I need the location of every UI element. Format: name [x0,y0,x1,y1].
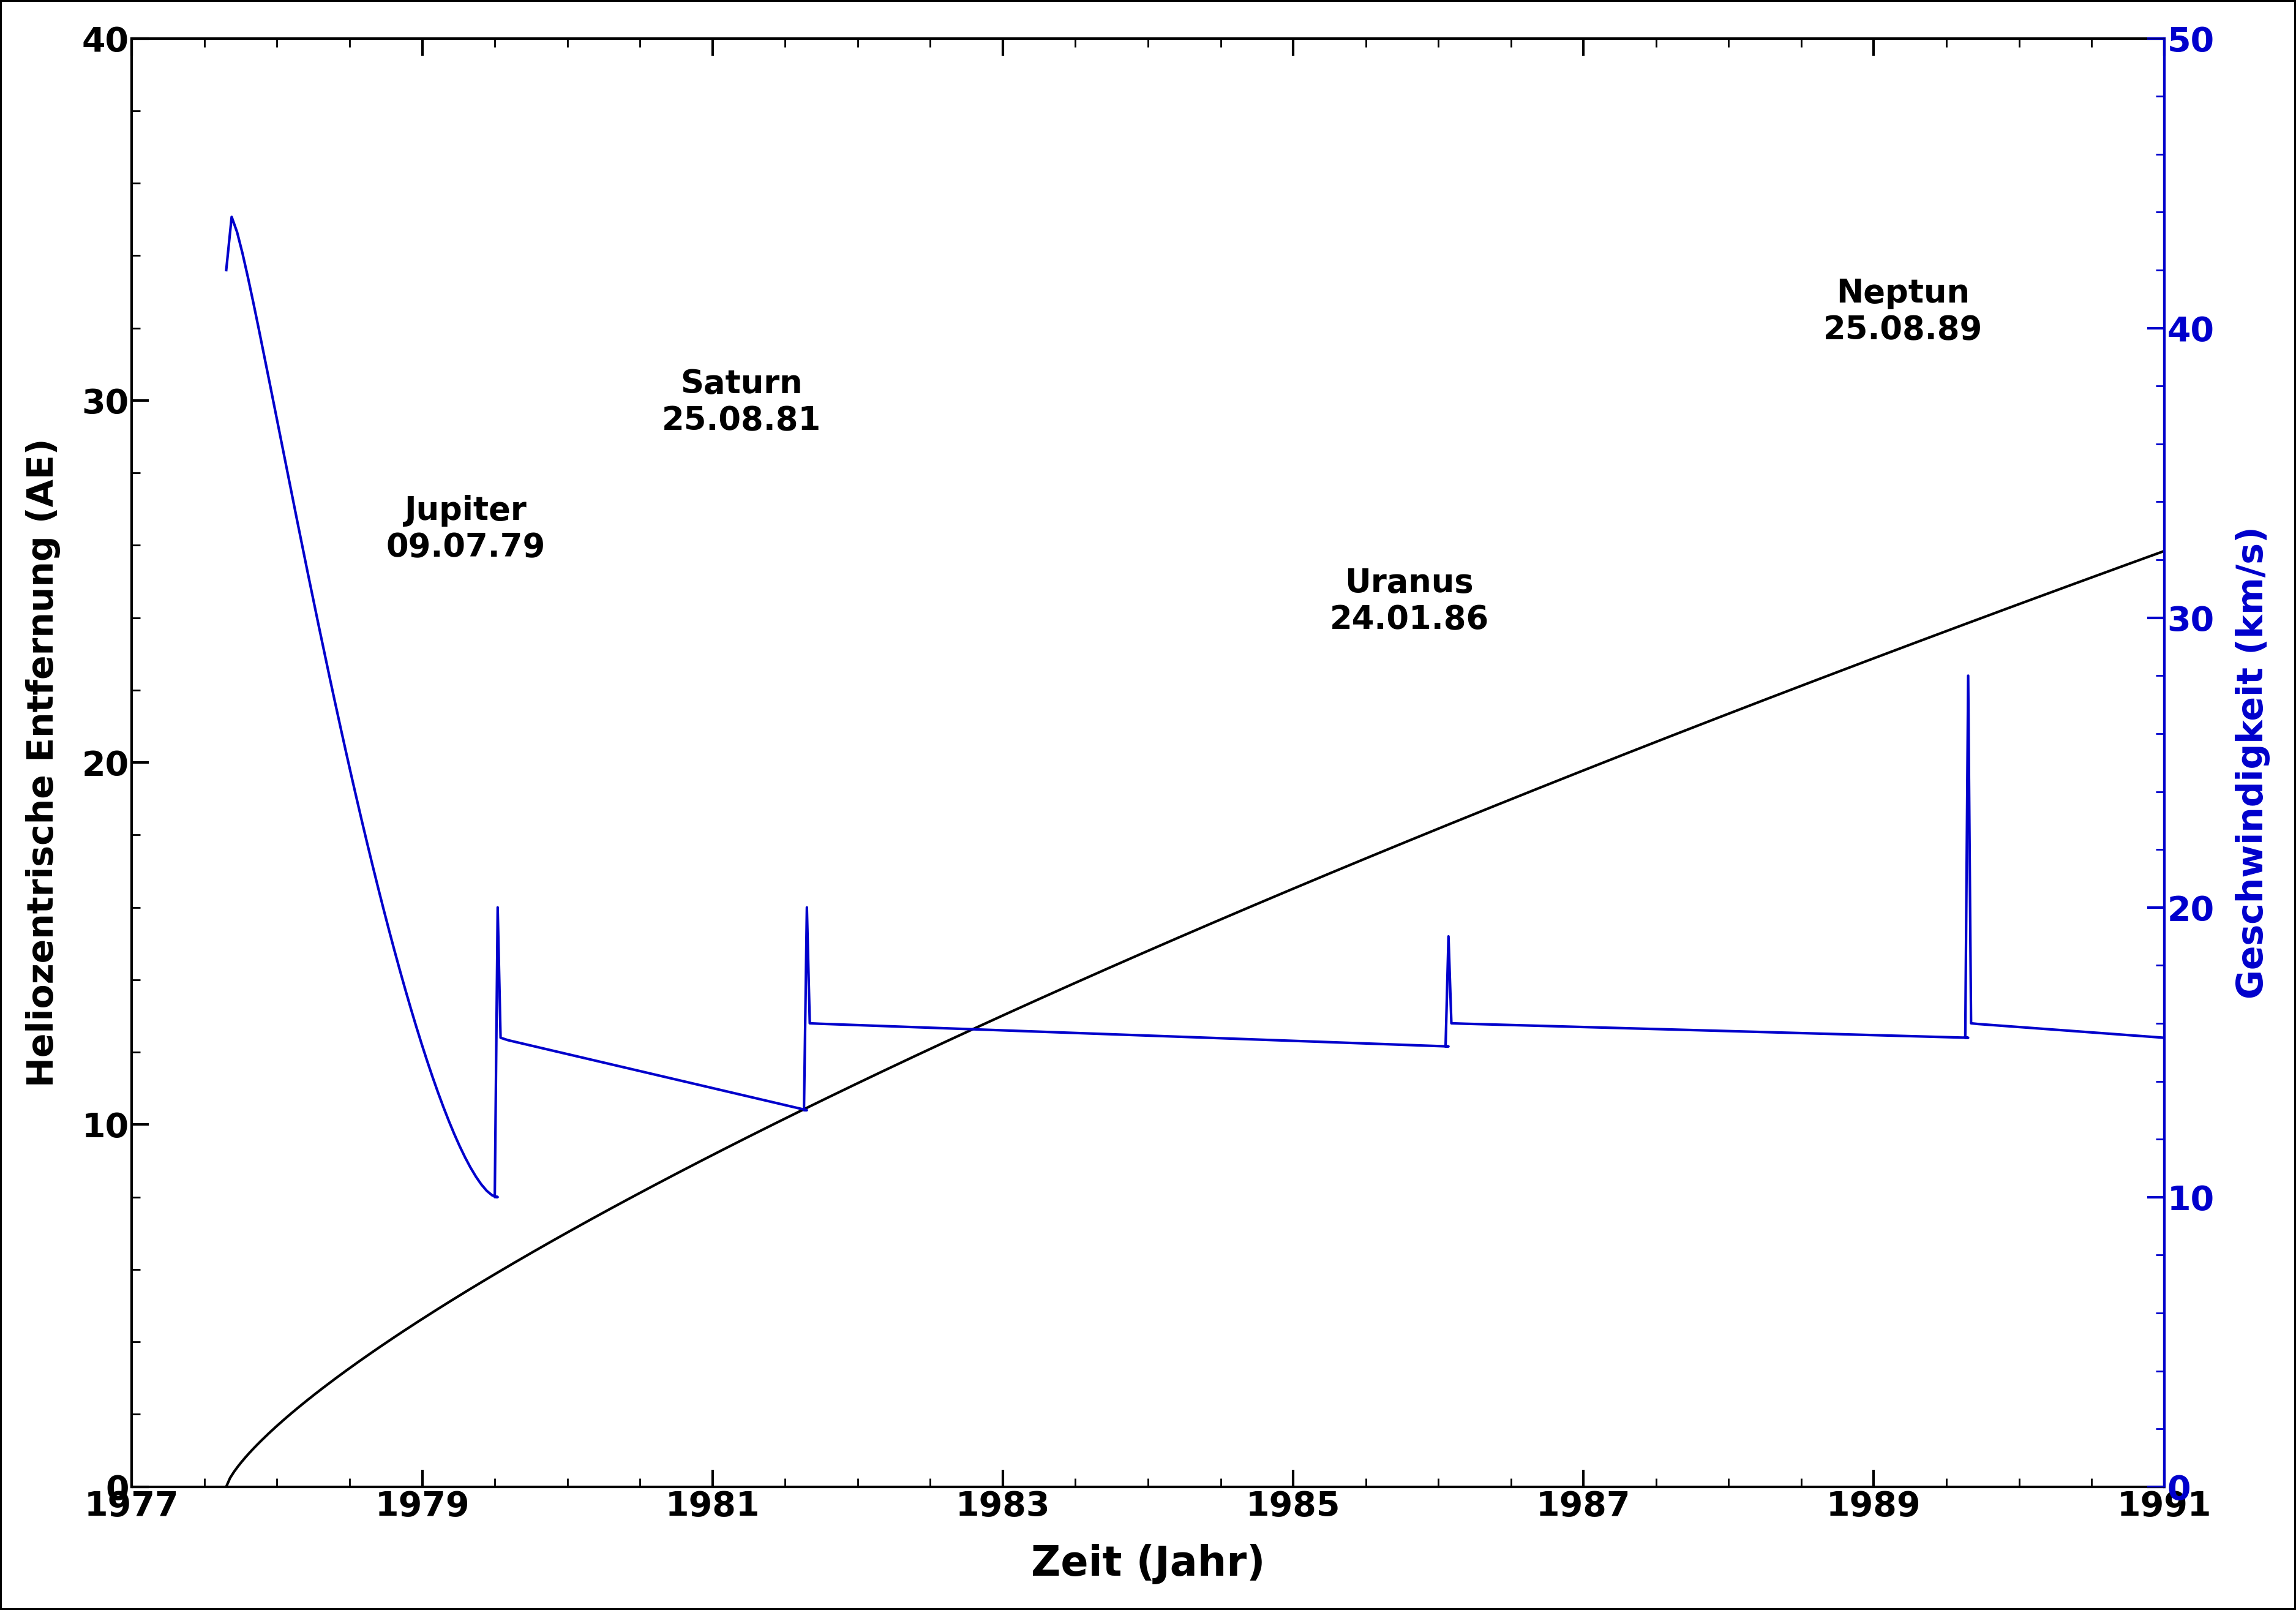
Y-axis label: Heliozentrische Entfernung (AE): Heliozentrische Entfernung (AE) [25,438,60,1087]
X-axis label: Zeit (Jahr): Zeit (Jahr) [1031,1544,1265,1584]
Text: Neptun
25.08.89: Neptun 25.08.89 [1823,277,1981,346]
Text: Uranus
24.01.86: Uranus 24.01.86 [1329,567,1490,636]
Text: Saturn
25.08.81: Saturn 25.08.81 [661,369,822,436]
Text: Jupiter
09.07.79: Jupiter 09.07.79 [386,494,546,563]
Y-axis label: Geschwindigkeit (km/s): Geschwindigkeit (km/s) [2236,526,2271,998]
